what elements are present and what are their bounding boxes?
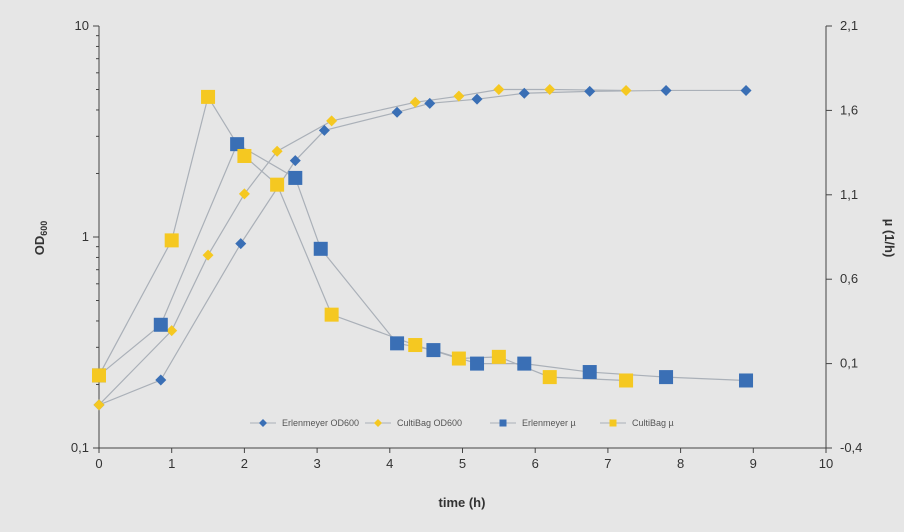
data-point [424,97,436,109]
x-tick-label: 9 [750,456,757,471]
data-point [201,89,216,104]
data-point [166,325,178,337]
y-right-tick-label: -0,4 [840,440,862,455]
y-left-tick-label: 1 [82,229,89,244]
x-tick-label: 0 [95,456,102,471]
x-tick-label: 3 [313,456,320,471]
legend-marker [499,419,507,427]
data-point [324,307,339,322]
y-right-tick-label: 0,6 [840,271,858,286]
data-point [426,343,441,358]
x-axis-ticks: 0 1 2 3 4 5 6 7 8 9 10 [95,448,833,471]
x-tick-label: 8 [677,456,684,471]
series-markers [92,84,754,411]
data-point [409,96,421,108]
x-tick-label: 2 [241,456,248,471]
legend-box [240,413,730,433]
data-point [237,148,252,163]
data-point [153,317,168,332]
data-point [493,84,505,96]
data-point [391,106,403,118]
data-point [155,374,167,386]
y-right-tick-label: 0,1 [840,356,858,371]
x-tick-label: 4 [386,456,393,471]
y-left-axis-title-subscript: 600 [39,221,49,236]
data-point [235,238,247,250]
data-point [164,233,179,248]
data-point [93,399,105,411]
legend-marker [259,419,267,427]
y-left-axis-title: OD600 [32,221,49,256]
data-point [619,373,634,388]
data-point [451,351,466,366]
data-point [620,84,632,96]
y-right-tick-label: 1,6 [840,102,858,117]
legend-label: Erlenmeyer µ [522,418,576,428]
y-right-axis-ticks: -0,4 0,1 0,6 1,1 1,6 2,1 [826,18,862,455]
y-right-axis-title: µ (1/h) [882,219,897,258]
x-tick-label: 5 [459,456,466,471]
x-tick-label: 6 [532,456,539,471]
series-line-0 [98,89,747,406]
data-point [659,370,674,385]
data-point [544,84,556,96]
legend-label: CultiBag OD600 [397,418,462,428]
y-left-tick-label: 0,1 [71,440,89,455]
legend-marker [609,419,617,427]
data-point [289,155,301,167]
data-point [318,124,330,136]
y-left-tick-label: 10 [75,18,89,33]
data-point [518,87,530,99]
x-tick-label: 1 [168,456,175,471]
data-point [288,170,303,185]
data-point [92,368,106,383]
data-point [238,188,250,200]
data-point [202,249,214,261]
data-point [271,145,283,157]
legend: Erlenmeyer OD600 CultiBag OD600 Erlenmeyer… [250,418,674,428]
data-point [471,93,483,105]
y-left-axis-title-main: OD [32,236,47,256]
legend-marker [374,419,382,427]
plot-area [99,26,826,448]
y-right-tick-label: 1,1 [840,187,858,202]
data-point [542,370,557,385]
data-point [582,365,597,380]
x-tick-label: 10 [819,456,833,471]
data-point [326,115,338,127]
legend-label: Erlenmeyer OD600 [282,418,359,428]
data-point [491,349,506,364]
x-tick-label: 7 [604,456,611,471]
x-axis-title: time (h) [439,495,486,510]
y-right-tick-label: 2,1 [840,18,858,33]
data-point [740,84,752,96]
data-point [453,90,465,102]
data-point [390,336,405,351]
data-point [584,85,596,97]
data-point [270,177,285,192]
data-point [739,373,754,388]
y-left-axis-ticks: 0,1 1 10 [71,18,99,455]
data-point [470,356,485,371]
data-point [408,338,423,353]
data-point [517,356,532,371]
data-point [660,84,672,96]
data-point [230,137,245,152]
data-point [313,241,328,256]
legend-label: CultiBag µ [632,418,674,428]
